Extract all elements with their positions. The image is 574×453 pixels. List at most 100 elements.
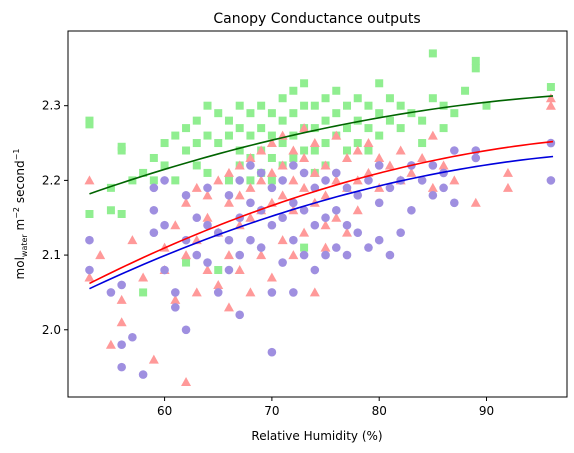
- data-point-circle-73: [386, 251, 395, 260]
- data-point-square-44: [268, 109, 276, 117]
- data-point-square-31: [225, 176, 233, 184]
- data-point-circle-18: [182, 325, 191, 334]
- y-tick-label-0: 2.0: [42, 323, 61, 337]
- data-point-circle-26: [225, 191, 234, 200]
- data-point-square-90: [418, 139, 426, 147]
- data-point-square-53: [289, 109, 297, 117]
- data-point-circle-41: [268, 288, 277, 297]
- y-tick-label-2: 2.2: [42, 173, 61, 187]
- data-point-circle-34: [246, 198, 255, 207]
- data-point-circle-38: [257, 243, 266, 252]
- data-point-circle-32: [235, 311, 244, 320]
- data-point-circle-29: [235, 176, 244, 185]
- data-point-circle-21: [203, 184, 212, 193]
- data-point-square-83: [375, 132, 383, 140]
- data-point-square-96: [461, 87, 469, 95]
- data-point-circle-55: [311, 266, 320, 275]
- data-point-square-27: [214, 139, 222, 147]
- data-point-square-20: [193, 117, 201, 125]
- y-axis-title-sub: water: [20, 234, 29, 258]
- data-point-circle-64: [343, 251, 352, 260]
- data-point-circle-3: [117, 281, 126, 290]
- data-point-circle-84: [450, 198, 459, 207]
- chart-title: Canopy Conductance outputs: [213, 11, 420, 27]
- data-point-square-29: [225, 117, 233, 125]
- data-point-square-28: [214, 266, 222, 274]
- data-point-circle-59: [332, 169, 341, 178]
- data-point-square-60: [300, 244, 308, 252]
- data-point-circle-87: [547, 139, 556, 148]
- data-point-circle-82: [439, 184, 448, 193]
- data-point-square-40: [257, 102, 265, 110]
- data-point-square-75: [354, 94, 362, 102]
- data-point-square-33: [236, 124, 244, 132]
- data-point-square-55: [289, 154, 297, 162]
- data-point-circle-16: [182, 191, 191, 200]
- y-axis-title-exp2: −1: [12, 149, 21, 161]
- data-point-square-21: [193, 139, 201, 147]
- data-point-circle-33: [246, 161, 255, 170]
- y-tick-label-1: 2.1: [42, 248, 61, 262]
- data-point-square-61: [311, 102, 319, 110]
- data-point-circle-6: [128, 333, 137, 342]
- data-point-square-82: [375, 109, 383, 117]
- data-point-square-24: [204, 132, 212, 140]
- data-point-square-11: [150, 154, 158, 162]
- data-point-circle-56: [321, 176, 330, 185]
- data-point-square-69: [332, 87, 340, 95]
- data-point-circle-43: [278, 176, 287, 185]
- data-point-circle-4: [117, 340, 126, 349]
- data-point-circle-1: [85, 266, 94, 275]
- data-point-square-97: [472, 57, 480, 65]
- data-point-circle-40: [268, 221, 277, 230]
- data-point-square-37: [246, 132, 254, 140]
- data-point-circle-2: [107, 288, 116, 297]
- data-point-circle-13: [160, 266, 169, 275]
- data-point-circle-42: [268, 348, 277, 357]
- data-point-circle-25: [214, 288, 223, 297]
- data-point-circle-69: [375, 161, 384, 170]
- data-point-square-18: [182, 147, 190, 155]
- data-point-square-73: [343, 124, 351, 132]
- data-point-circle-66: [353, 228, 362, 237]
- data-point-square-81: [375, 79, 383, 87]
- data-point-square-32: [236, 102, 244, 110]
- data-point-circle-7: [139, 370, 148, 379]
- data-point-square-65: [322, 94, 330, 102]
- data-point-circle-88: [547, 176, 556, 185]
- data-point-circle-86: [471, 154, 480, 163]
- data-point-square-79: [364, 124, 372, 132]
- data-point-square-80: [364, 147, 372, 155]
- data-point-circle-83: [450, 146, 459, 155]
- data-point-square-72: [343, 102, 351, 110]
- data-point-square-19: [182, 259, 190, 267]
- data-point-circle-52: [300, 251, 309, 260]
- data-point-circle-9: [150, 206, 159, 215]
- data-point-square-70: [332, 109, 340, 117]
- data-point-square-23: [204, 102, 212, 110]
- data-point-square-14: [161, 139, 169, 147]
- data-point-square-98: [472, 64, 480, 72]
- data-point-circle-19: [192, 213, 201, 222]
- data-point-circle-8: [150, 184, 159, 193]
- data-point-circle-44: [278, 213, 287, 222]
- data-point-square-89: [418, 117, 426, 125]
- data-point-square-57: [300, 102, 308, 110]
- data-point-circle-31: [235, 251, 244, 260]
- data-point-square-86: [397, 102, 405, 110]
- data-point-circle-63: [343, 221, 352, 230]
- data-point-square-7: [118, 210, 126, 218]
- data-point-square-12: [150, 176, 158, 184]
- data-point-square-50: [279, 139, 287, 147]
- data-point-circle-80: [429, 191, 438, 200]
- x-tick-label-1: 70: [264, 404, 279, 418]
- data-point-square-56: [300, 79, 308, 87]
- data-point-square-17: [182, 124, 190, 132]
- data-point-circle-45: [278, 258, 287, 267]
- data-point-square-36: [246, 109, 254, 117]
- data-point-circle-70: [375, 198, 384, 207]
- data-point-circle-61: [332, 243, 341, 252]
- data-point-circle-11: [160, 176, 169, 185]
